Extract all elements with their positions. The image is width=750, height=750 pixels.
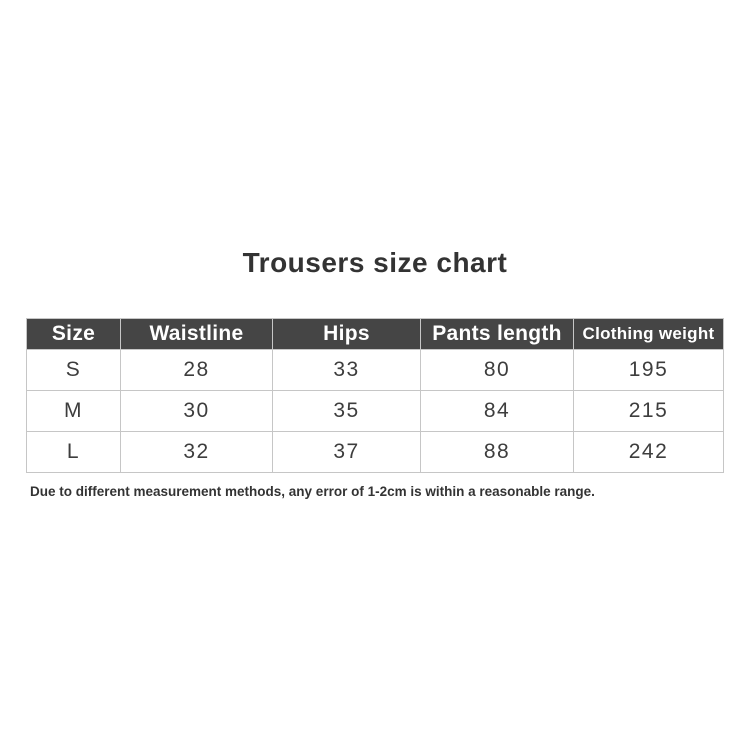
cell-size: M <box>26 390 121 432</box>
cell-waistline: 32 <box>120 431 273 473</box>
size-table: Size Waistline Hips Pants length Clothin… <box>26 318 724 473</box>
table-row-l: L 32 37 88 242 <box>26 431 724 473</box>
cell-waistline: 30 <box>120 390 273 432</box>
size-table-container: Size Waistline Hips Pants length Clothin… <box>26 318 724 473</box>
column-header-clothing-weight: Clothing weight <box>573 318 724 350</box>
cell-size: S <box>26 349 121 391</box>
cell-waistline: 28 <box>120 349 273 391</box>
column-header-waistline: Waistline <box>120 318 273 350</box>
page-title: Trousers size chart <box>242 247 508 278</box>
cell-size: L <box>26 431 121 473</box>
column-header-hips: Hips <box>272 318 421 350</box>
cell-hips: 37 <box>272 431 421 473</box>
cell-hips: 33 <box>272 349 421 391</box>
cell-pants-length: 88 <box>420 431 574 473</box>
column-header-size: Size <box>26 318 121 350</box>
table-row-s: S 28 33 80 195 <box>26 349 724 391</box>
table-row-m: M 30 35 84 215 <box>26 390 724 432</box>
cell-pants-length: 84 <box>420 390 574 432</box>
cell-pants-length: 80 <box>420 349 574 391</box>
cell-clothing-weight: 195 <box>573 349 724 391</box>
cell-clothing-weight: 215 <box>573 390 724 432</box>
cell-hips: 35 <box>272 390 421 432</box>
table-header-row: Size Waistline Hips Pants length Clothin… <box>26 318 724 350</box>
column-header-pants-length: Pants length <box>420 318 574 350</box>
cell-clothing-weight: 242 <box>573 431 724 473</box>
measurement-disclaimer: Due to different measurement methods, an… <box>30 484 595 499</box>
